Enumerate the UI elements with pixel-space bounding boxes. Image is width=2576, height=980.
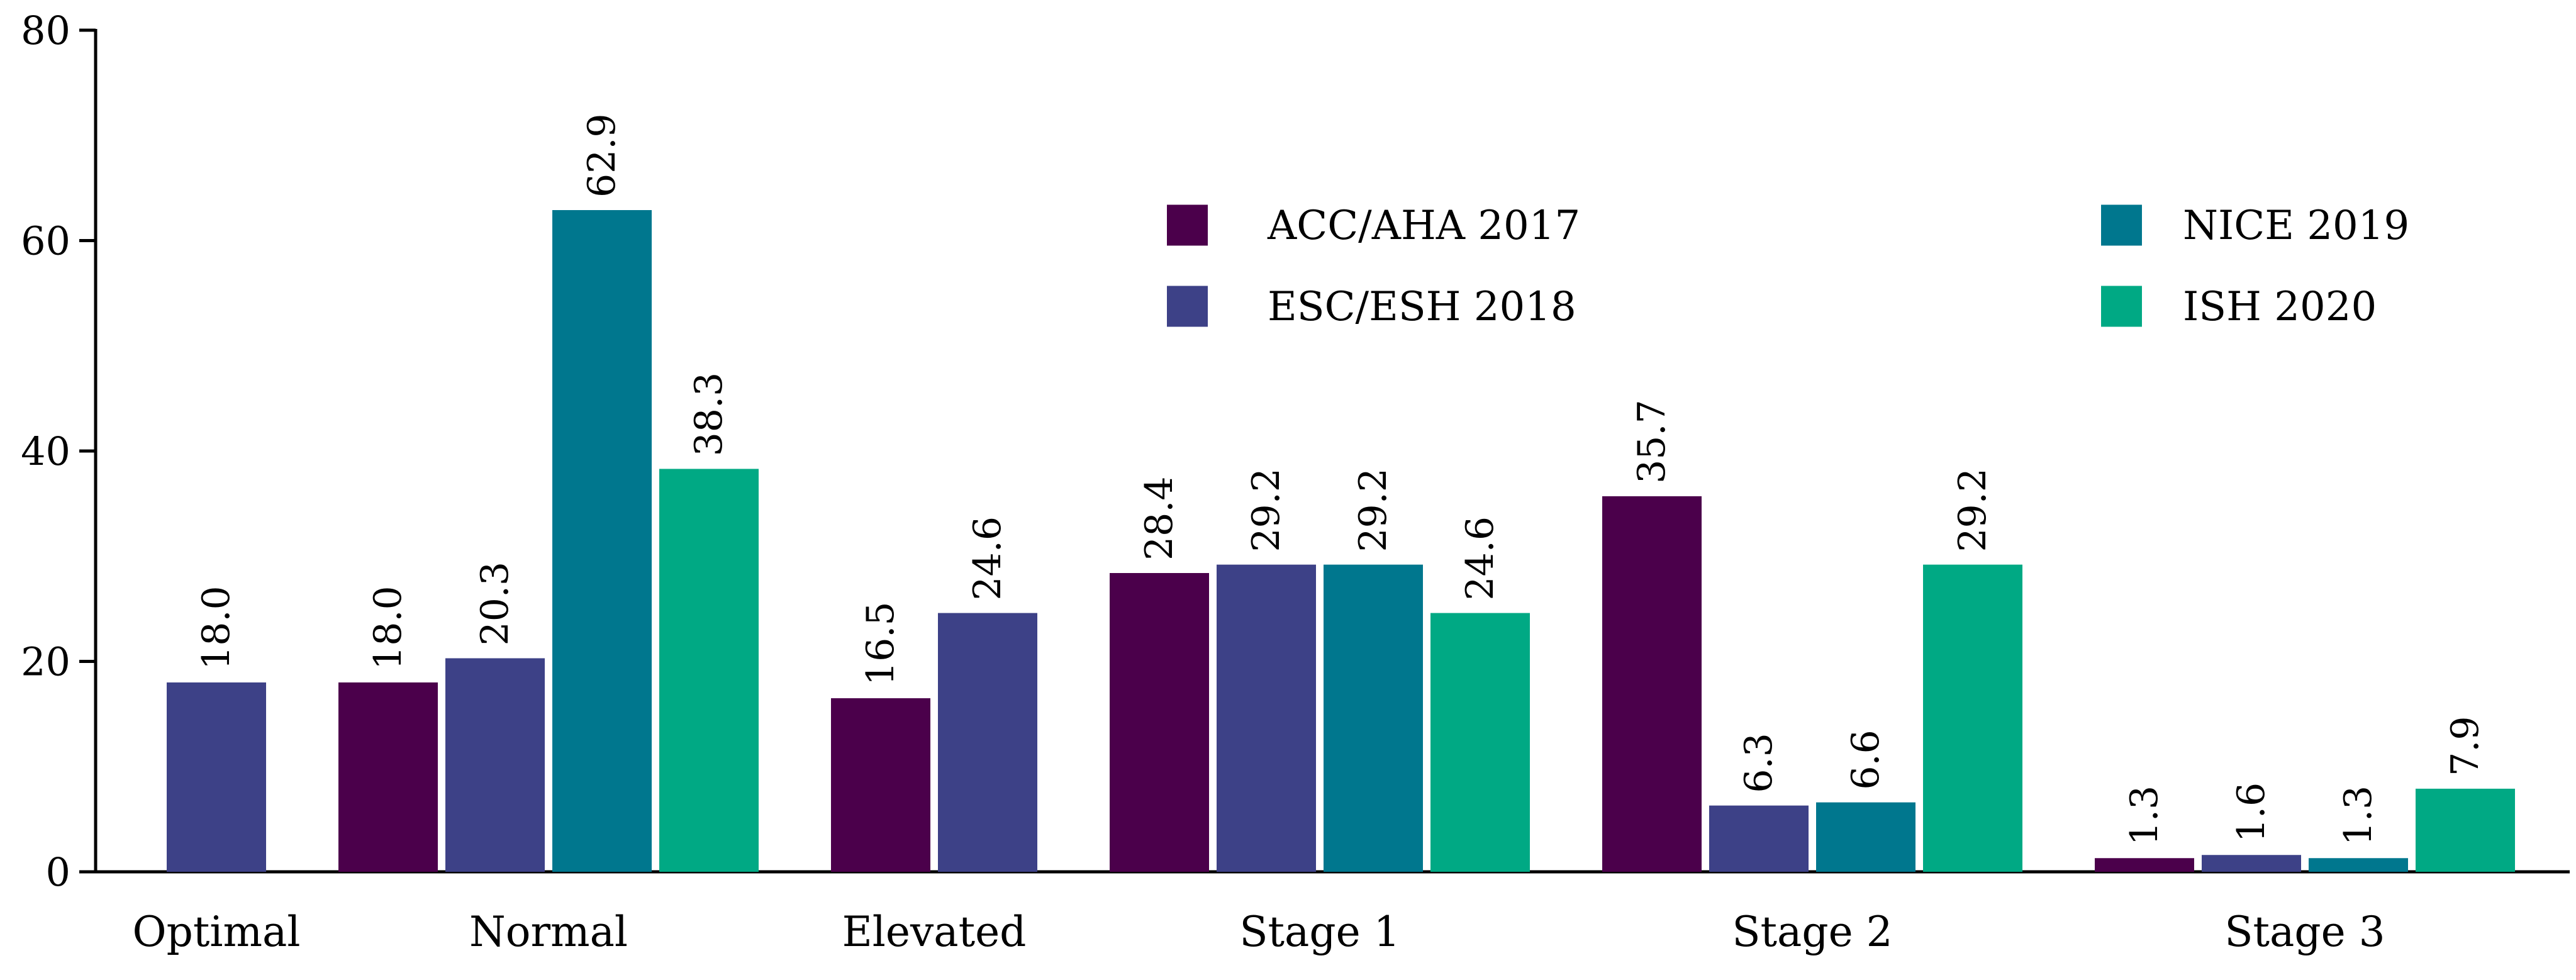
- bars: [167, 209, 2515, 872]
- y-tick-label: 20: [21, 639, 70, 685]
- data-label-stage-3-nice-2019: 1.3: [2336, 786, 2380, 845]
- bar-normal-nice-2019: [552, 209, 652, 872]
- category-label-elevated: Elevated: [842, 908, 1027, 956]
- data-label-stage-3-ish-2020: 7.9: [2443, 716, 2487, 776]
- legend: ACC/AHA 2017 ESC/ESH 2018 NICE 2019 ISH 202…: [1167, 203, 2409, 330]
- data-label-normal-esc-esh-2018: 20.3: [473, 562, 517, 646]
- bar-stage-2-esc-esh-2018: [1709, 805, 1809, 872]
- data-label-stage-2-acc-aha-2017: 35.7: [1630, 399, 1674, 484]
- legend-swatch-nice-2019: [2101, 204, 2142, 246]
- bar-stage-3-ish-2020: [2416, 788, 2515, 872]
- bar-stage-2-acc-aha-2017: [1602, 496, 1702, 872]
- bar-normal-acc-aha-2017: [338, 682, 438, 872]
- y-axis: 0 20 40 60 80: [21, 8, 98, 895]
- data-label-normal-nice-2019: 62.9: [580, 113, 624, 198]
- y-tick-label: 40: [21, 428, 70, 474]
- bar-stage-1-esc-esh-2018: [1217, 564, 1316, 872]
- data-label-elevated-esc-esh-2018: 24.6: [966, 516, 1010, 601]
- category-label-stage-3: Stage 3: [2224, 908, 2385, 956]
- bar-normal-esc-esh-2018: [445, 658, 545, 872]
- bar-normal-ish-2020: [659, 469, 759, 872]
- bar-elevated-esc-esh-2018: [938, 613, 1037, 872]
- data-label-stage-2-esc-esh-2018: 6.3: [1737, 733, 1781, 793]
- data-label-stage-1-esc-esh-2018: 29.2: [1244, 468, 1288, 552]
- bar-stage-1-ish-2020: [1430, 613, 1530, 872]
- bar-stage-1-nice-2019: [1324, 564, 1423, 872]
- y-tick-label: 60: [21, 218, 70, 264]
- data-label-normal-ish-2020: 38.3: [687, 372, 731, 457]
- data-label-normal-acc-aha-2017: 18.0: [366, 586, 410, 670]
- data-label-stage-1-nice-2019: 29.2: [1351, 468, 1395, 552]
- bar-stage-2-nice-2019: [1816, 802, 1915, 872]
- legend-swatch-esc-esh-2018: [1167, 286, 1208, 327]
- legend-label-nice-2019: NICE 2019: [2183, 203, 2409, 249]
- category-label-normal: Normal: [469, 908, 628, 956]
- bar-stage-3-esc-esh-2018: [2202, 855, 2301, 872]
- data-label-stage-3-acc-aha-2017: 1.3: [2122, 786, 2166, 845]
- x-axis: Optimal Normal Elevated Stage 1 Stage 2 Stage…: [96, 870, 2570, 956]
- bar-stage-3-acc-aha-2017: [2095, 858, 2194, 872]
- data-label-stage-3-esc-esh-2018: 1.6: [2229, 782, 2273, 842]
- y-tick-label: 80: [21, 8, 70, 53]
- legend-swatch-acc-aha-2017: [1167, 204, 1208, 246]
- bar-optimal-esc-esh-2018: [167, 682, 266, 872]
- data-label-optimal-esc-esh-2018: 18.0: [194, 586, 238, 670]
- data-label-stage-2-nice-2019: 6.6: [1844, 730, 1888, 789]
- legend-label-esc-esh-2018: ESC/ESH 2018: [1268, 284, 1576, 330]
- legend-swatch-ish-2020: [2101, 286, 2142, 327]
- bar-labels: 18.0 18.0 20.3 62.9 38.3 16.5 24.6 28.4 29.2 29.2…: [194, 113, 2487, 845]
- data-label-elevated-acc-aha-2017: 16.5: [859, 601, 903, 686]
- bar-stage-2-ish-2020: [1923, 564, 2022, 872]
- legend-label-acc-aha-2017: ACC/AHA 2017: [1267, 203, 1580, 249]
- category-label-stage-2: Stage 2: [1732, 908, 1892, 956]
- data-label-stage-1-acc-aha-2017: 28.4: [1137, 476, 1181, 560]
- bar-stage-1-acc-aha-2017: [1110, 573, 1209, 872]
- y-tick-label: 0: [46, 849, 70, 895]
- legend-label-ish-2020: ISH 2020: [2183, 284, 2377, 330]
- bar-stage-3-nice-2019: [2309, 858, 2408, 872]
- data-label-stage-1-ish-2020: 24.6: [1458, 516, 1502, 601]
- category-label-stage-1: Stage 1: [1239, 908, 1400, 956]
- bar-elevated-acc-aha-2017: [831, 698, 930, 872]
- data-label-stage-2-ish-2020: 29.2: [1951, 468, 1995, 552]
- category-label-optimal: Optimal: [132, 908, 300, 956]
